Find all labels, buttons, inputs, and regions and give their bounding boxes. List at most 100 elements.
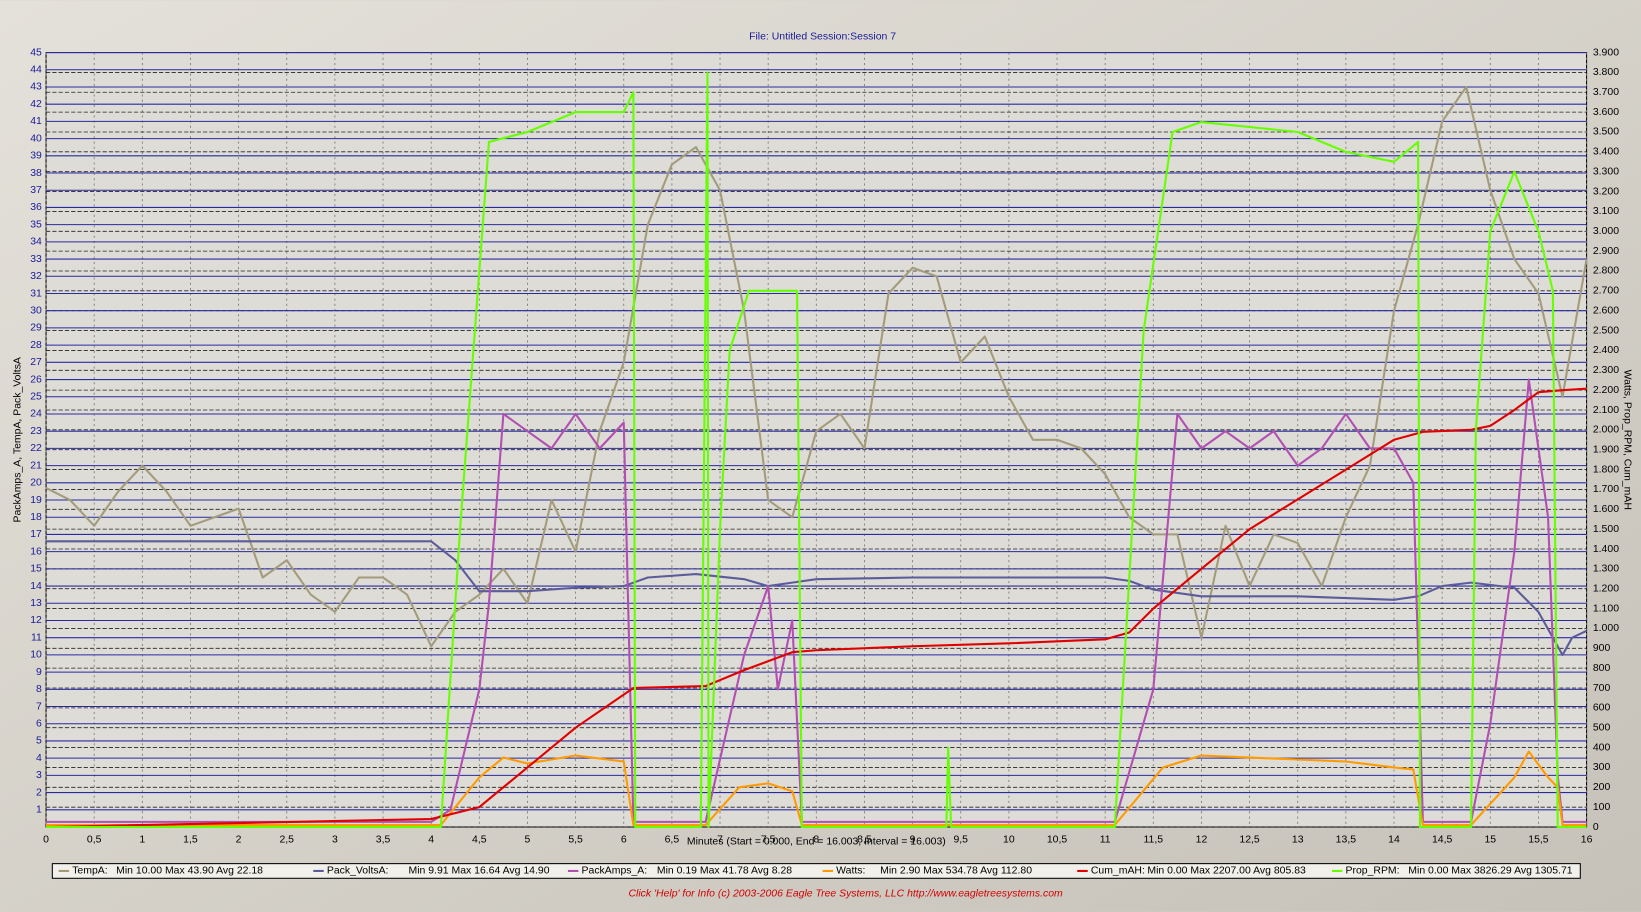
x-tick-label: 4: [428, 834, 434, 845]
y2-tick-label: 3.200: [1593, 186, 1619, 197]
y-tick-label: 15: [30, 564, 42, 575]
y-tick-label: 25: [30, 392, 42, 403]
y-tick-label: 36: [30, 202, 42, 213]
x-tick-label: 8: [813, 834, 819, 845]
y2-tick-label: 2.800: [1593, 266, 1619, 277]
y2-tick-label: 0: [1593, 822, 1599, 833]
y-axis-label: PackAmps_A, TempA, Pack_VoltsA: [13, 357, 24, 522]
x-tick-label: 3: [332, 834, 338, 845]
y2-tick-label: 400: [1593, 742, 1611, 753]
y-tick-label: 44: [30, 65, 42, 76]
x-tick-label: 11,5: [1144, 834, 1164, 845]
y2-tick-label: 2.500: [1593, 325, 1619, 336]
y-tick-label: 40: [30, 133, 42, 144]
x-tick-label: 10: [1003, 834, 1015, 845]
y2-tick-label: 200: [1593, 782, 1611, 793]
series-line: [46, 387, 1587, 829]
y-tick-label: 7: [36, 701, 42, 712]
y-tick-label: 42: [30, 99, 42, 110]
x-tick-label: 1: [139, 834, 145, 845]
y-tick-label: 23: [30, 426, 42, 437]
y-tick-label: 41: [30, 116, 42, 127]
series-line: [45, 85, 1588, 648]
x-tick-label: 9,5: [953, 834, 968, 845]
y-tick-label: 35: [30, 219, 42, 230]
x-tick-label: 11: [1100, 834, 1111, 845]
x-tick-label: 2: [236, 834, 242, 845]
x-tick-label: 2,5: [279, 834, 294, 845]
y2-tick-label: 1.900: [1593, 444, 1619, 455]
y-tick-label: 5: [36, 736, 42, 747]
y2-tick-label: 1.100: [1593, 603, 1619, 614]
x-tick-label: 12,5: [1239, 834, 1260, 845]
y2-tick-label: 600: [1593, 703, 1611, 714]
chart-title: File: Untitled Session:Session 7: [749, 32, 896, 43]
y-tick-label: 28: [30, 340, 42, 351]
y2-tick-label: 500: [1593, 722, 1611, 733]
x-tick-label: 13: [1292, 834, 1304, 845]
x-tick-label: 0,5: [87, 834, 102, 845]
y2-tick-label: 1.700: [1593, 484, 1619, 495]
legend-name: Pack_VoltsA:: [327, 866, 389, 877]
legend-name: PackAmps_A:: [582, 866, 648, 877]
y-tick-label: 12: [30, 615, 42, 626]
x-tick-label: 9: [910, 834, 916, 845]
x-tick-label: 14: [1388, 834, 1400, 845]
legend-name: Watts:: [836, 866, 865, 877]
x-tick-label: 7,5: [761, 834, 776, 845]
legend-name: Cum_mAH:: [1091, 866, 1145, 877]
y2-tick-label: 3.900: [1593, 47, 1619, 58]
legend-stats: Min 0.00 Max 3826.29 Avg 1305.71: [1408, 866, 1572, 877]
y2-tick-label: 3.000: [1593, 226, 1619, 237]
y2-tick-label: 2.400: [1593, 345, 1619, 356]
y2-tick-label: 2.000: [1593, 425, 1619, 436]
y2-tick-label: 2.600: [1593, 305, 1619, 316]
y-tick-label: 34: [30, 237, 42, 248]
y-tick-label: 32: [30, 271, 42, 282]
legend-stats: Min 10.00 Max 43.90 Avg 22.18: [116, 866, 263, 877]
y2-tick-label: 700: [1593, 683, 1611, 694]
y-tick-label: 13: [30, 598, 42, 609]
x-tick-label: 16: [1581, 834, 1593, 845]
y-tick-label: 39: [30, 151, 42, 162]
y2-tick-label: 900: [1593, 643, 1611, 654]
y2-tick-label: 3.500: [1593, 127, 1619, 138]
y-tick-label: 6: [36, 719, 42, 730]
y-tick-label: 21: [30, 460, 42, 471]
x-tick-label: 0: [43, 834, 49, 845]
x-tick-label: 4,5: [472, 834, 487, 845]
y-tick-label: 33: [30, 254, 42, 265]
legend-stats: Min 2.90 Max 534.78 Avg 112.80: [880, 866, 1032, 877]
y2-tick-label: 300: [1593, 762, 1611, 773]
legend: [51, 863, 1581, 879]
y2-tick-label: 2.200: [1593, 385, 1619, 396]
y2-tick-label: 100: [1593, 802, 1611, 813]
y-tick-label: 20: [30, 478, 42, 489]
x-tick-label: 6,5: [665, 834, 680, 845]
legend-stats: Min 0.00 Max 2207.00 Avg 805.83: [1147, 866, 1306, 877]
y-tick-label: 22: [30, 443, 42, 454]
x-tick-label: 15,5: [1528, 834, 1549, 845]
x-tick-label: 15: [1484, 834, 1496, 845]
y-tick-label: 3: [36, 770, 42, 781]
y-tick-label: 11: [31, 632, 42, 643]
y-tick-label: 29: [30, 323, 42, 334]
y-tick-label: 31: [30, 288, 42, 299]
y-tick-label: 2: [36, 787, 42, 798]
y-tick-label: 19: [30, 495, 42, 506]
legend-name: Prop_RPM:: [1346, 866, 1400, 877]
y2-tick-label: 3.600: [1593, 107, 1619, 118]
y-tick-label: 16: [30, 546, 42, 557]
y2-tick-label: 800: [1593, 663, 1611, 674]
y-tick-label: 1: [36, 805, 42, 816]
y-tick-label: 17: [30, 529, 42, 540]
x-tick-label: 7: [717, 834, 723, 845]
y2-tick-label: 1.300: [1593, 564, 1619, 575]
y2-tick-label: 1.000: [1593, 623, 1619, 634]
y-tick-label: 43: [30, 82, 42, 93]
footer[interactable]: Click 'Help' for Info (c) 2003-2006 Eagl…: [628, 889, 1063, 900]
series-line: [46, 71, 1587, 829]
y2-tick-label: 2.700: [1593, 286, 1619, 297]
y-tick-label: 26: [30, 374, 42, 385]
